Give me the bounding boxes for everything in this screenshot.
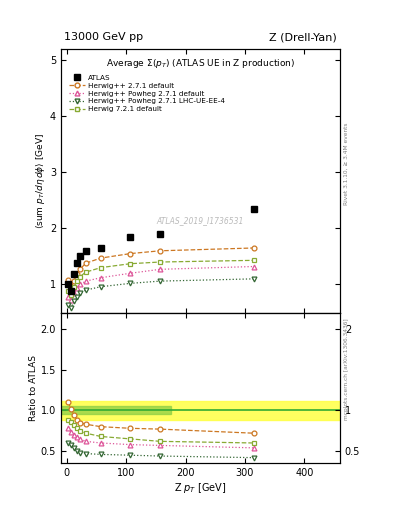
ATLAS — [66, 282, 70, 288]
Line: Herwig++ 2.7.1 default: Herwig++ 2.7.1 default — [66, 246, 256, 291]
Herwig 7.2.1 default — [72, 284, 76, 290]
Herwig++ Powheg 2.7.1 default — [252, 264, 256, 270]
Herwig++ 2.7.1 default — [72, 278, 76, 284]
Text: mcplots.cern.ch [arXiv:1306.3436]: mcplots.cern.ch [arXiv:1306.3436] — [344, 318, 349, 419]
Herwig++ Powheg 2.7.1 LHC-UE-EE-4 — [252, 276, 256, 282]
ATLAS — [83, 248, 88, 254]
Herwig 7.2.1 default — [69, 291, 73, 297]
ATLAS — [98, 245, 103, 251]
Herwig++ Powheg 2.7.1 default — [72, 290, 76, 296]
Herwig++ Powheg 2.7.1 LHC-UE-EE-4 — [83, 287, 88, 293]
Herwig++ Powheg 2.7.1 default — [66, 294, 70, 300]
ATLAS — [69, 288, 73, 294]
Herwig++ Powheg 2.7.1 default — [128, 270, 133, 276]
ATLAS — [72, 271, 76, 278]
Herwig++ 2.7.1 default — [69, 286, 73, 292]
Y-axis label: $\langle$sum $p_T/d\eta\,d\phi\rangle$ [GeV]: $\langle$sum $p_T/d\eta\,d\phi\rangle$ [… — [34, 133, 47, 229]
Herwig++ Powheg 2.7.1 LHC-UE-EE-4 — [69, 305, 73, 311]
Herwig++ 2.7.1 default — [128, 250, 133, 257]
Text: Z (Drell-Yan): Z (Drell-Yan) — [270, 32, 337, 42]
Line: Herwig 7.2.1 default: Herwig 7.2.1 default — [66, 258, 256, 297]
Text: 13000 GeV pp: 13000 GeV pp — [64, 32, 143, 42]
ATLAS — [77, 253, 82, 260]
Herwig++ Powheg 2.7.1 LHC-UE-EE-4 — [128, 280, 133, 286]
Line: ATLAS: ATLAS — [65, 205, 257, 294]
Line: Herwig++ Powheg 2.7.1 default: Herwig++ Powheg 2.7.1 default — [66, 264, 256, 303]
Herwig++ 2.7.1 default — [66, 277, 70, 283]
Bar — [61, 400, 340, 420]
ATLAS — [75, 260, 79, 266]
Herwig++ Powheg 2.7.1 default — [98, 274, 103, 281]
Text: Average $\Sigma(p_T)$ (ATLAS UE in Z production): Average $\Sigma(p_T)$ (ATLAS UE in Z pro… — [106, 56, 295, 70]
Herwig 7.2.1 default — [66, 288, 70, 294]
Herwig++ 2.7.1 default — [158, 248, 162, 254]
Herwig 7.2.1 default — [128, 261, 133, 267]
Herwig 7.2.1 default — [98, 265, 103, 271]
Herwig++ Powheg 2.7.1 LHC-UE-EE-4 — [158, 278, 162, 284]
Herwig++ Powheg 2.7.1 LHC-UE-EE-4 — [75, 294, 79, 300]
Herwig 7.2.1 default — [158, 259, 162, 265]
Herwig++ Powheg 2.7.1 default — [158, 266, 162, 272]
Herwig 7.2.1 default — [83, 269, 88, 275]
Herwig 7.2.1 default — [77, 273, 82, 280]
Herwig++ Powheg 2.7.1 LHC-UE-EE-4 — [77, 290, 82, 296]
Legend: ATLAS, Herwig++ 2.7.1 default, Herwig++ Powheg 2.7.1 default, Herwig++ Powheg 2.: ATLAS, Herwig++ 2.7.1 default, Herwig++ … — [67, 73, 226, 114]
Herwig++ Powheg 2.7.1 default — [83, 278, 88, 284]
Herwig 7.2.1 default — [75, 278, 79, 284]
Herwig++ 2.7.1 default — [252, 245, 256, 251]
X-axis label: Z $p_T$ [GeV]: Z $p_T$ [GeV] — [174, 481, 227, 495]
Bar — [61, 407, 171, 414]
ATLAS — [252, 206, 256, 212]
Herwig++ Powheg 2.7.1 default — [69, 297, 73, 303]
Herwig++ Powheg 2.7.1 LHC-UE-EE-4 — [66, 302, 70, 308]
Herwig++ Powheg 2.7.1 default — [77, 282, 82, 288]
Y-axis label: Ratio to ATLAS: Ratio to ATLAS — [29, 355, 38, 421]
Herwig++ 2.7.1 default — [83, 260, 88, 266]
Text: ATLAS_2019_I1736531: ATLAS_2019_I1736531 — [157, 216, 244, 225]
Herwig++ 2.7.1 default — [77, 266, 82, 272]
Herwig++ Powheg 2.7.1 LHC-UE-EE-4 — [72, 298, 76, 305]
ATLAS — [158, 231, 162, 237]
Herwig++ Powheg 2.7.1 LHC-UE-EE-4 — [98, 284, 103, 290]
Herwig++ Powheg 2.7.1 default — [75, 285, 79, 291]
ATLAS — [128, 233, 133, 240]
Herwig++ 2.7.1 default — [98, 255, 103, 261]
Line: Herwig++ Powheg 2.7.1 LHC-UE-EE-4: Herwig++ Powheg 2.7.1 LHC-UE-EE-4 — [66, 276, 256, 310]
Text: Rivet 3.1.10, ≥ 3.4M events: Rivet 3.1.10, ≥ 3.4M events — [344, 122, 349, 205]
Herwig 7.2.1 default — [252, 257, 256, 263]
Herwig++ 2.7.1 default — [75, 271, 79, 278]
